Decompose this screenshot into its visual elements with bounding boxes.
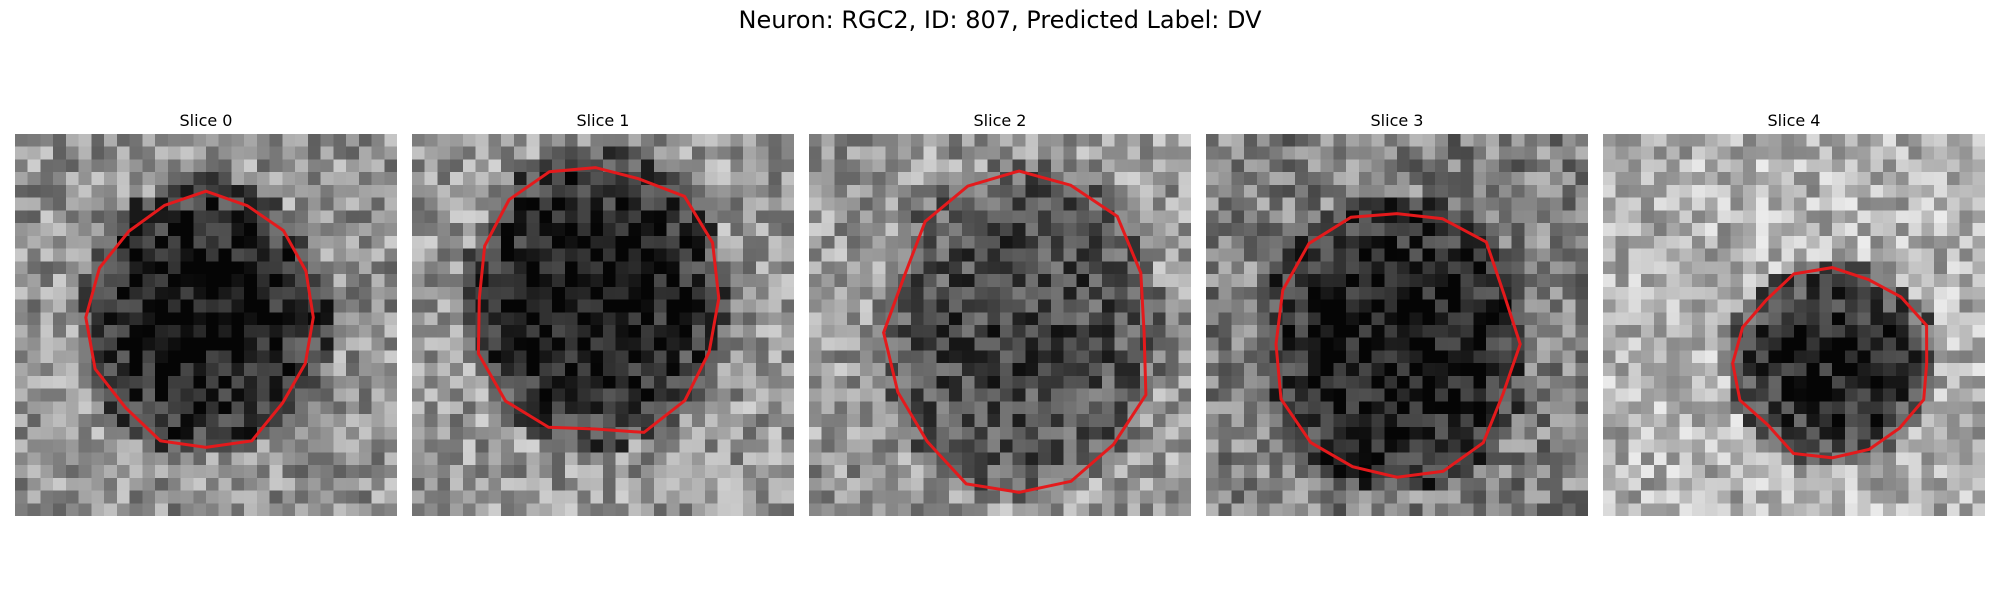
roi-contour xyxy=(1274,212,1522,479)
slice-title-1: Slice 1 xyxy=(576,111,630,130)
roi-contour xyxy=(476,166,721,434)
pixel-grid xyxy=(412,134,794,516)
slice-image-4 xyxy=(1603,134,1985,516)
slice-title-2: Slice 2 xyxy=(973,111,1027,130)
pixel-grid xyxy=(15,134,397,516)
slice-image-3 xyxy=(1206,134,1588,516)
slice-panel-4: Slice 4 xyxy=(1603,108,1985,516)
slice-image-2 xyxy=(809,134,1191,516)
roi-contour xyxy=(1731,266,1929,460)
figure-title: Neuron: RGC2, ID: 807, Predicted Label: … xyxy=(738,6,1262,34)
pixel-grid xyxy=(809,134,1191,516)
slice-title-0: Slice 0 xyxy=(179,111,233,130)
slice-panel-0: Slice 0 xyxy=(15,108,397,516)
slice-panel-2: Slice 2 xyxy=(809,108,1191,516)
slice-title-4: Slice 4 xyxy=(1767,111,1821,130)
slice-panel-1: Slice 1 xyxy=(412,108,794,516)
pixel-grid xyxy=(1603,134,1985,516)
slice-title-3: Slice 3 xyxy=(1370,111,1424,130)
pixel-grid xyxy=(1206,134,1588,516)
roi-contour xyxy=(84,189,315,449)
slice-panel-3: Slice 3 xyxy=(1206,108,1588,516)
slice-image-1 xyxy=(412,134,794,516)
roi-contour xyxy=(882,169,1148,494)
slice-image-0 xyxy=(15,134,397,516)
